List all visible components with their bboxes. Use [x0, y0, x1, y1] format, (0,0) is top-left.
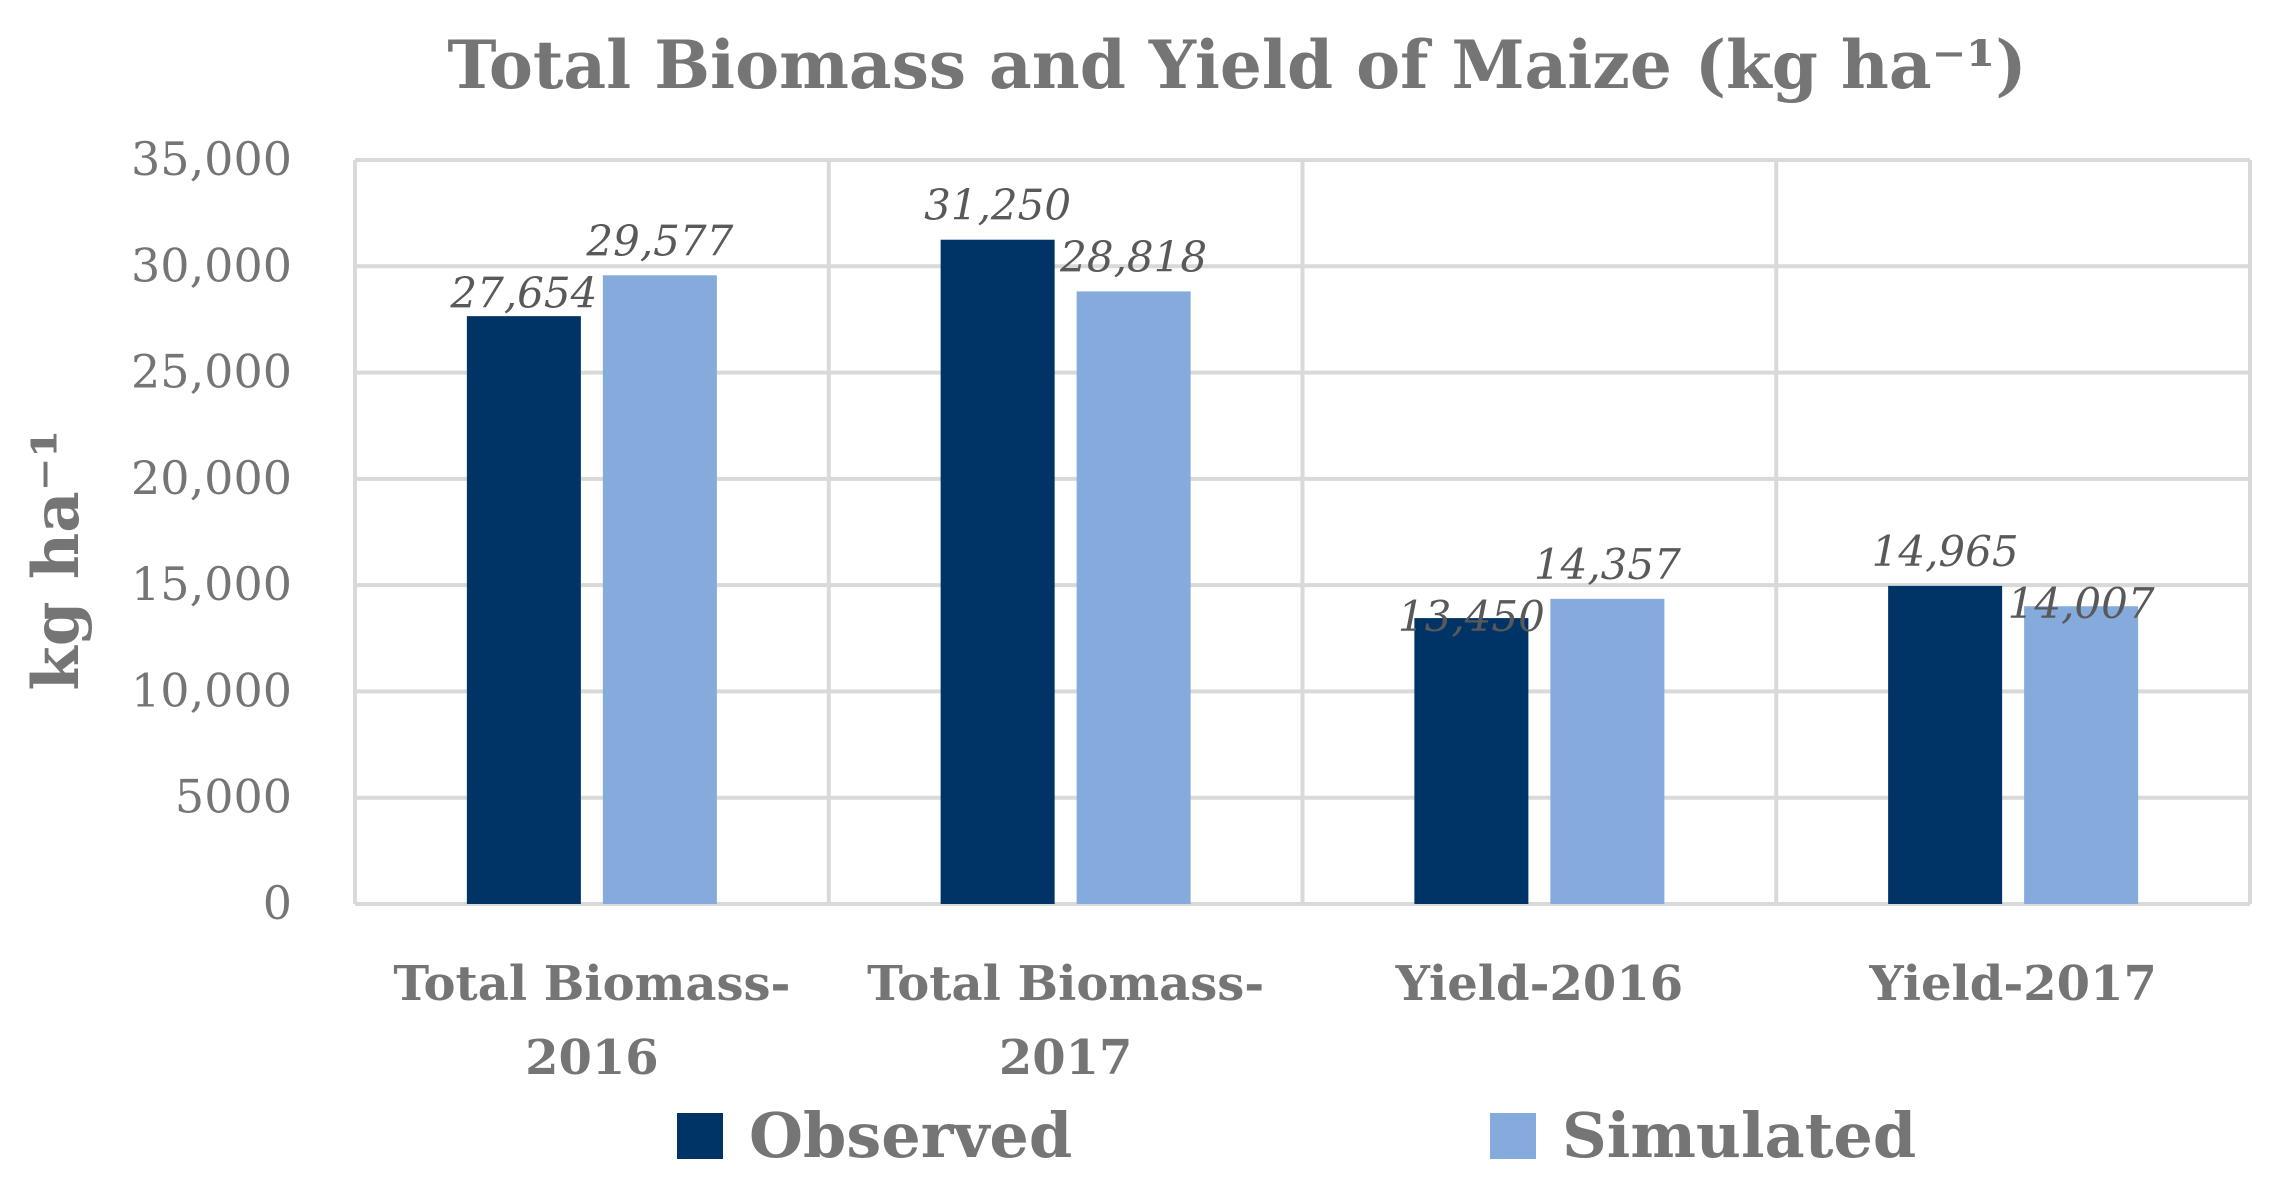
legend-swatch-observed	[677, 1113, 723, 1159]
bar-observed	[1888, 585, 2003, 904]
bar-simulated	[2024, 606, 2139, 904]
chart-title: Total Biomass and Yield of Maize (kg ha⁻…	[447, 26, 2026, 104]
bar-observed	[466, 316, 581, 904]
bars	[466, 239, 2139, 905]
legend-swatch-simulated	[1490, 1113, 1536, 1159]
data-label-simulated: 29,577	[585, 216, 733, 265]
y-tick-label: 0	[263, 876, 292, 930]
x-axis-categories: Total Biomass- 2016 Total Biomass- 2017 Yiel…	[393, 956, 2157, 1086]
bar-simulated	[1076, 291, 1191, 905]
bar-observed	[940, 239, 1055, 904]
x-category-label: 2017	[999, 1030, 1133, 1086]
data-label-observed: 27,654	[449, 268, 597, 317]
y-axis-label: kg ha⁻¹	[19, 429, 94, 690]
data-label-observed: 31,250	[924, 181, 1071, 230]
x-category-label: Total Biomass-	[393, 956, 790, 1012]
legend-label-observed: Observed	[749, 1099, 1072, 1172]
y-tick-label: 35,000	[131, 132, 292, 186]
y-tick-label: 25,000	[131, 345, 292, 399]
data-label-observed: 14,965	[1872, 527, 2019, 576]
bar-simulated	[602, 275, 717, 905]
x-category-label: Total Biomass-	[867, 956, 1264, 1012]
y-tick-label: 30,000	[131, 238, 292, 292]
data-label-simulated: 14,007	[2008, 579, 2155, 628]
data-label-simulated: 28,818	[1059, 232, 1207, 281]
bar-observed	[1414, 618, 1529, 904]
data-label-simulated: 14,357	[1534, 540, 1681, 589]
y-tick-label: 5000	[175, 770, 292, 824]
bar-simulated	[1550, 598, 1665, 904]
x-category-label: Yield-2016	[1395, 956, 1684, 1012]
legend-label-simulated: Simulated	[1562, 1099, 1916, 1172]
x-category-label: 2016	[525, 1030, 659, 1086]
y-tick-label: 10,000	[131, 663, 292, 717]
y-tick-label: 20,000	[131, 451, 292, 505]
y-axis-ticks: 0 5000 10,000 15,000 20,000 25,000 30,000 35,00…	[131, 132, 292, 930]
y-tick-label: 15,000	[131, 557, 292, 611]
data-label-observed: 13,450	[1398, 592, 1545, 641]
x-category-label: Yield-2017	[1868, 956, 2157, 1012]
legend: Observed Simulated	[677, 1099, 1916, 1172]
